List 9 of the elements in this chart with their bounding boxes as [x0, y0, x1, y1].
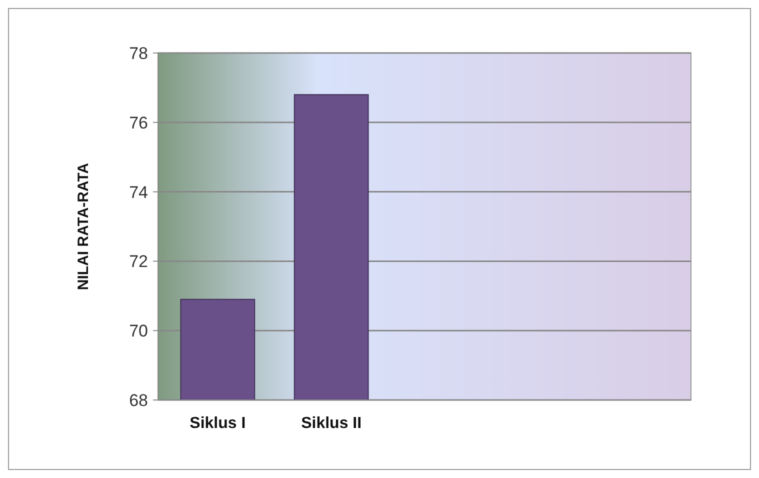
y-tick-label: 68: [129, 390, 148, 410]
y-tick-label: 76: [129, 113, 148, 132]
y-tick-label: 78: [129, 44, 148, 63]
y-tick-label: 70: [129, 322, 148, 341]
y-axis-title: NILAI RATA-RATA: [75, 162, 92, 290]
x-tick-label: Siklus II: [301, 415, 362, 432]
y-tick-label: 72: [129, 252, 148, 272]
y-tick-label: 74: [129, 182, 148, 202]
x-tick-label: Siklus I: [190, 415, 246, 432]
